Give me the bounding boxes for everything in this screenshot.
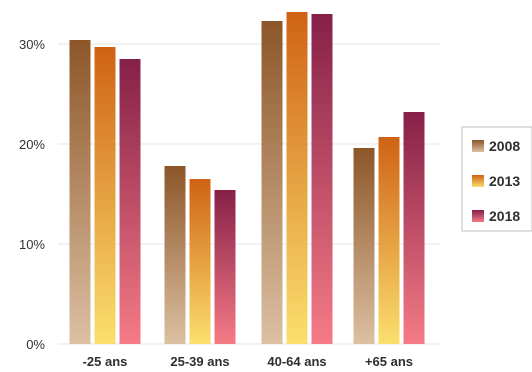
x-category-label: 25-39 ans xyxy=(170,354,229,369)
bar-2013-2 xyxy=(189,179,211,344)
y-tick-label: 10% xyxy=(19,237,45,252)
bar-2013-4 xyxy=(378,137,400,344)
legend-swatch-2013 xyxy=(472,175,484,187)
bar-2013-3 xyxy=(286,12,308,344)
bar-2018-3 xyxy=(311,14,333,344)
bar-2008-4 xyxy=(353,148,375,344)
legend-label-2013: 2013 xyxy=(489,173,520,189)
bar-2008-1 xyxy=(69,40,91,344)
bar-2018-1 xyxy=(119,59,141,344)
y-tick-label: 0% xyxy=(26,337,45,352)
bar-2018-4 xyxy=(403,112,425,344)
legend: 2008 2013 2018 xyxy=(461,126,532,232)
x-category-label: +65 ans xyxy=(365,354,413,369)
y-tick-label: 30% xyxy=(19,37,45,52)
bars xyxy=(69,12,425,344)
x-category-label: 40-64 ans xyxy=(267,354,326,369)
x-axis-categories: -25 ans 25-39 ans 40-64 ans +65 ans xyxy=(83,354,413,369)
legend-label-2018: 2018 xyxy=(489,208,520,224)
bar-2013-1 xyxy=(94,47,116,344)
legend-swatch-2018 xyxy=(472,210,484,222)
bar-2008-2 xyxy=(164,166,186,344)
y-axis-ticks: 0% 10% 20% 30% xyxy=(19,37,45,352)
x-category-label: -25 ans xyxy=(83,354,128,369)
bar-2018-2 xyxy=(214,190,236,344)
y-tick-label: 20% xyxy=(19,137,45,152)
legend-label-2008: 2008 xyxy=(489,138,520,154)
legend-swatch-2008 xyxy=(472,140,484,152)
bar-2008-3 xyxy=(261,21,283,344)
